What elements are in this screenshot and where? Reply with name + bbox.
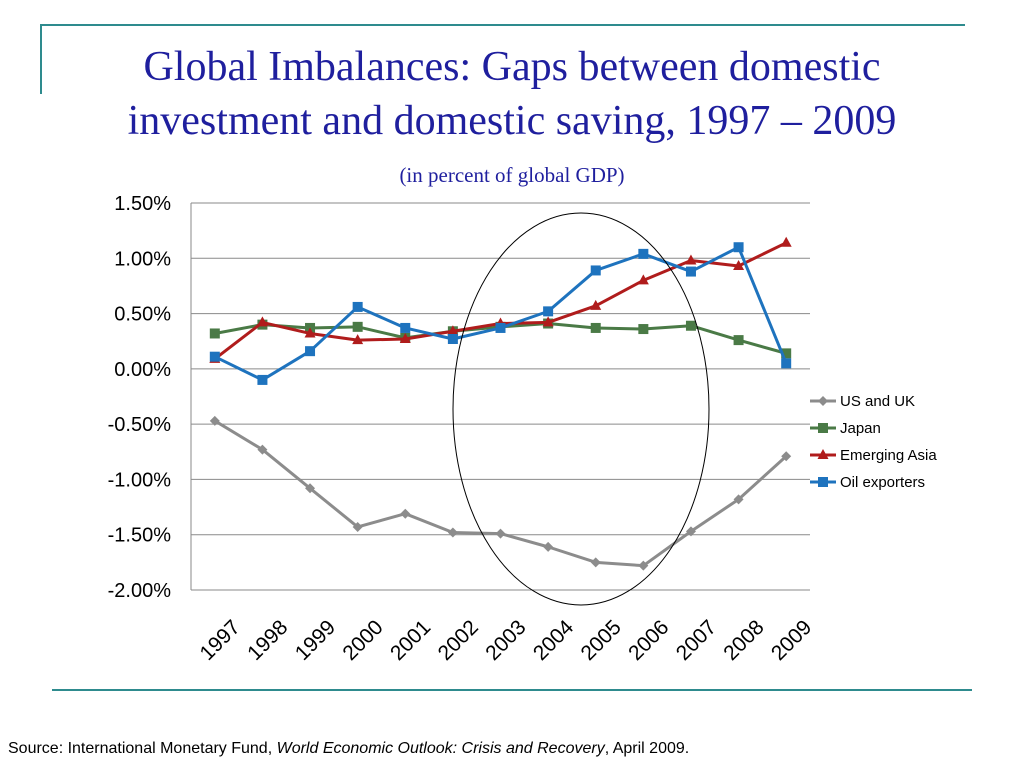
- data-point: [590, 322, 601, 333]
- data-point: [447, 334, 458, 345]
- data-point: [733, 260, 745, 271]
- highlight-ellipse: [452, 212, 710, 606]
- slide-title: Global Imbalances: Gaps between domestic…: [0, 40, 1024, 148]
- data-point: [638, 560, 649, 571]
- x-tick-label: 1999: [291, 616, 340, 665]
- x-tick-label: 2003: [481, 616, 530, 665]
- data-point: [305, 346, 316, 357]
- data-point: [352, 321, 363, 332]
- legend-label: Emerging Asia: [840, 447, 937, 464]
- legend-marker: [818, 477, 828, 487]
- data-point: [447, 527, 458, 538]
- source-prefix: Source: International Monetary Fund,: [8, 740, 277, 757]
- series-line-us-and-uk: [214, 419, 788, 568]
- x-tick-label: 2001: [386, 616, 435, 665]
- data-point: [590, 557, 601, 568]
- x-tick-label: 2000: [338, 616, 387, 665]
- slide-subtitle: (in percent of global GDP): [399, 163, 625, 187]
- data-point: [399, 333, 411, 344]
- y-tick-label: 0.00%: [114, 359, 171, 381]
- data-point: [209, 415, 220, 426]
- data-point: [447, 325, 459, 336]
- data-point: [400, 508, 411, 519]
- legend-marker: [818, 423, 828, 433]
- source-note: Source: International Monetary Fund, Wor…: [8, 740, 689, 758]
- title-line-2: investment and domestic saving, 1997 – 2…: [127, 98, 897, 144]
- data-point: [543, 541, 554, 552]
- y-tick-label: -1.00%: [108, 469, 172, 491]
- data-point: [781, 358, 792, 369]
- side-rule: [40, 24, 42, 94]
- legend-label: Japan: [840, 420, 881, 437]
- data-point: [257, 444, 268, 455]
- data-point: [590, 265, 601, 276]
- top-rule: [40, 24, 965, 26]
- bottom-rule: [52, 689, 972, 691]
- data-point: [495, 528, 506, 539]
- data-point: [638, 324, 649, 335]
- data-point: [685, 266, 696, 277]
- data-point: [542, 316, 554, 327]
- data-point: [257, 374, 268, 385]
- data-point: [781, 348, 792, 359]
- x-tick-label: 1998: [243, 616, 292, 665]
- data-point: [209, 351, 220, 362]
- source-title: World Economic Outlook: Crisis and Recov…: [276, 740, 605, 757]
- data-point: [733, 494, 744, 505]
- y-tick-label: -2.00%: [108, 580, 172, 602]
- data-point: [256, 316, 268, 327]
- data-point: [352, 301, 363, 312]
- data-point: [638, 248, 649, 259]
- series-line-emerging-asia: [213, 241, 787, 361]
- y-tick-label: 1.00%: [114, 248, 171, 270]
- title-line-1: Global Imbalances: Gaps between domestic: [143, 44, 881, 90]
- data-point: [400, 322, 411, 333]
- data-point: [685, 526, 696, 537]
- y-tick-label: -0.50%: [108, 414, 172, 436]
- y-tick-label: -1.50%: [108, 525, 172, 547]
- data-point: [352, 521, 363, 532]
- data-point: [685, 320, 696, 331]
- data-point: [590, 299, 602, 310]
- legend-label: US and UK: [840, 393, 915, 410]
- data-point: [637, 274, 649, 285]
- data-point: [685, 254, 697, 265]
- x-tick-label: 2008: [719, 616, 768, 665]
- data-point: [733, 335, 744, 346]
- y-tick-label: 1.50%: [114, 193, 171, 215]
- x-tick-label: 2009: [767, 616, 816, 665]
- line-chart: 1.50% 1.00% 0.50% 0.00% -0.50% -1.00% -1.50% -2…: [108, 193, 938, 666]
- x-tick-label: 2006: [624, 616, 673, 665]
- data-point: [209, 328, 220, 339]
- data-point: [304, 327, 316, 338]
- y-tick-label: 0.50%: [114, 304, 171, 326]
- x-tick-label: 2005: [576, 616, 625, 665]
- data-point: [780, 236, 792, 247]
- legend-marker: [818, 396, 828, 406]
- legend-label: Oil exporters: [840, 474, 925, 491]
- data-point: [305, 483, 316, 494]
- legend-marker: [817, 449, 829, 459]
- data-point: [352, 334, 364, 345]
- data-point: [495, 322, 506, 333]
- source-suffix: , April 2009.: [604, 740, 690, 757]
- data-point: [781, 451, 792, 462]
- data-point: [543, 306, 554, 317]
- x-tick-label: 2007: [672, 616, 721, 665]
- x-tick-label: 2002: [434, 616, 483, 665]
- x-tick-label: 2004: [529, 616, 579, 666]
- data-point: [733, 242, 744, 253]
- x-tick-label: 1997: [196, 616, 245, 665]
